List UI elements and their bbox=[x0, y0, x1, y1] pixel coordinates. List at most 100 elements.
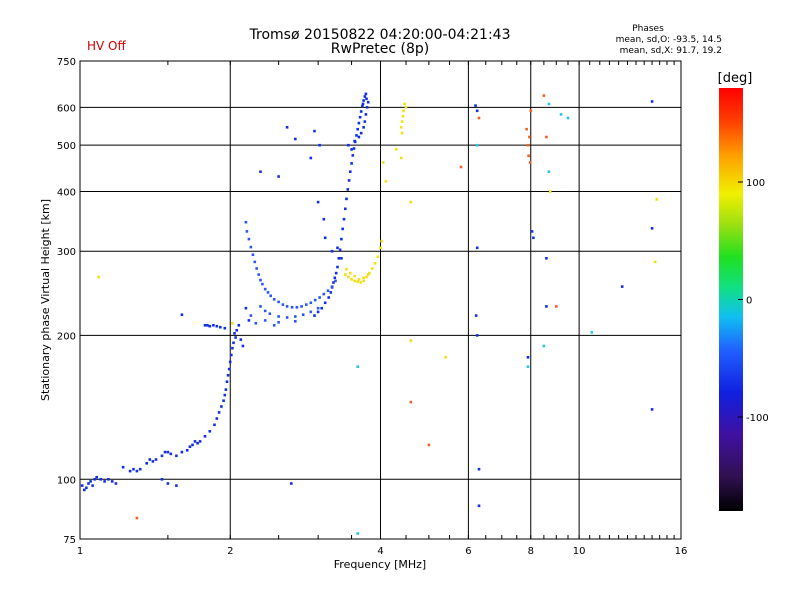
data-point bbox=[254, 322, 258, 325]
data-point bbox=[138, 467, 142, 471]
data-point bbox=[87, 482, 90, 485]
data-point bbox=[239, 338, 243, 341]
data-point bbox=[231, 322, 234, 325]
data-point bbox=[332, 281, 335, 284]
data-point bbox=[359, 281, 362, 284]
chart-title: Tromsø 20150822 04:20:00-04:21:43 bbox=[249, 27, 511, 43]
y-tick-label: 200 bbox=[57, 331, 76, 342]
data-point bbox=[316, 310, 320, 314]
y-tick-label: 75 bbox=[63, 535, 76, 546]
data-point bbox=[340, 237, 343, 241]
data-point bbox=[290, 306, 294, 309]
data-point bbox=[313, 314, 316, 317]
data-point bbox=[357, 135, 361, 139]
colorbar-tick-label: 100 bbox=[746, 178, 765, 189]
data-point bbox=[346, 188, 350, 191]
data-point bbox=[305, 303, 308, 306]
data-point bbox=[326, 289, 330, 292]
y-tick-label: 500 bbox=[57, 141, 76, 152]
data-point bbox=[212, 324, 215, 327]
data-point bbox=[349, 170, 352, 173]
data-point bbox=[357, 121, 361, 125]
data-point bbox=[224, 388, 228, 391]
data-point bbox=[281, 303, 285, 306]
data-point bbox=[370, 267, 374, 270]
data-point bbox=[342, 217, 346, 221]
data-point bbox=[526, 143, 530, 147]
data-point bbox=[294, 315, 297, 318]
data-point bbox=[359, 131, 363, 135]
data-point bbox=[400, 120, 404, 123]
data-point bbox=[361, 102, 365, 106]
data-point bbox=[220, 405, 223, 408]
data-point bbox=[364, 92, 368, 96]
data-point bbox=[409, 200, 413, 204]
colorbar-tick-label: -100 bbox=[746, 413, 769, 424]
data-point bbox=[180, 313, 184, 316]
data-point bbox=[365, 97, 368, 101]
data-point bbox=[365, 275, 368, 279]
data-point bbox=[529, 109, 533, 113]
data-point bbox=[247, 319, 251, 322]
x-tick-label: 8 bbox=[528, 546, 534, 557]
data-point bbox=[203, 435, 207, 438]
data-point bbox=[399, 126, 403, 129]
data-point bbox=[277, 321, 280, 324]
data-point bbox=[361, 104, 364, 108]
data-point bbox=[208, 430, 212, 433]
data-point bbox=[259, 278, 262, 282]
data-point bbox=[285, 126, 289, 129]
data-point bbox=[330, 285, 334, 288]
data-point bbox=[650, 227, 654, 230]
data-point bbox=[253, 260, 257, 264]
data-point bbox=[542, 344, 546, 348]
data-point bbox=[373, 262, 377, 265]
data-point bbox=[532, 236, 535, 240]
data-point bbox=[83, 488, 86, 492]
data-point bbox=[227, 367, 231, 371]
data-point bbox=[316, 200, 320, 204]
colorbar-label: [deg] bbox=[718, 71, 753, 86]
data-point bbox=[477, 467, 481, 471]
data-point bbox=[175, 454, 178, 458]
data-point bbox=[362, 99, 365, 102]
data-point bbox=[93, 478, 96, 481]
data-point bbox=[241, 344, 245, 348]
y-tick-label: 100 bbox=[57, 475, 76, 486]
data-point bbox=[590, 331, 594, 334]
data-point bbox=[175, 484, 178, 487]
data-point bbox=[380, 239, 383, 243]
data-point bbox=[263, 319, 267, 322]
colorbar-tick-label: 0 bbox=[746, 296, 752, 307]
data-point bbox=[203, 324, 207, 327]
data-point bbox=[245, 230, 249, 233]
data-point bbox=[231, 346, 234, 350]
data-point bbox=[198, 440, 202, 443]
x-tick-label: 16 bbox=[675, 546, 688, 557]
data-point bbox=[475, 334, 479, 337]
data-point bbox=[272, 324, 276, 327]
data-point bbox=[322, 217, 326, 221]
data-point bbox=[655, 198, 658, 201]
x-tick-label: 1 bbox=[77, 546, 83, 557]
data-point bbox=[97, 275, 100, 279]
data-point bbox=[318, 143, 321, 147]
data-point bbox=[363, 95, 367, 98]
data-point bbox=[526, 356, 530, 359]
data-point bbox=[356, 280, 359, 283]
data-point bbox=[188, 445, 192, 448]
data-point bbox=[404, 106, 408, 109]
data-point bbox=[244, 306, 248, 310]
chart-subtitle: RwPretec (8p) bbox=[331, 41, 429, 57]
data-point bbox=[316, 306, 320, 310]
data-point bbox=[322, 292, 326, 296]
data-point bbox=[474, 314, 478, 317]
data-point bbox=[145, 462, 148, 465]
data-point bbox=[402, 109, 405, 113]
data-point bbox=[257, 273, 260, 276]
data-point bbox=[259, 305, 262, 308]
y-tick-label: 300 bbox=[57, 247, 76, 258]
x-tick-label: 6 bbox=[465, 546, 471, 557]
data-point bbox=[277, 175, 280, 178]
